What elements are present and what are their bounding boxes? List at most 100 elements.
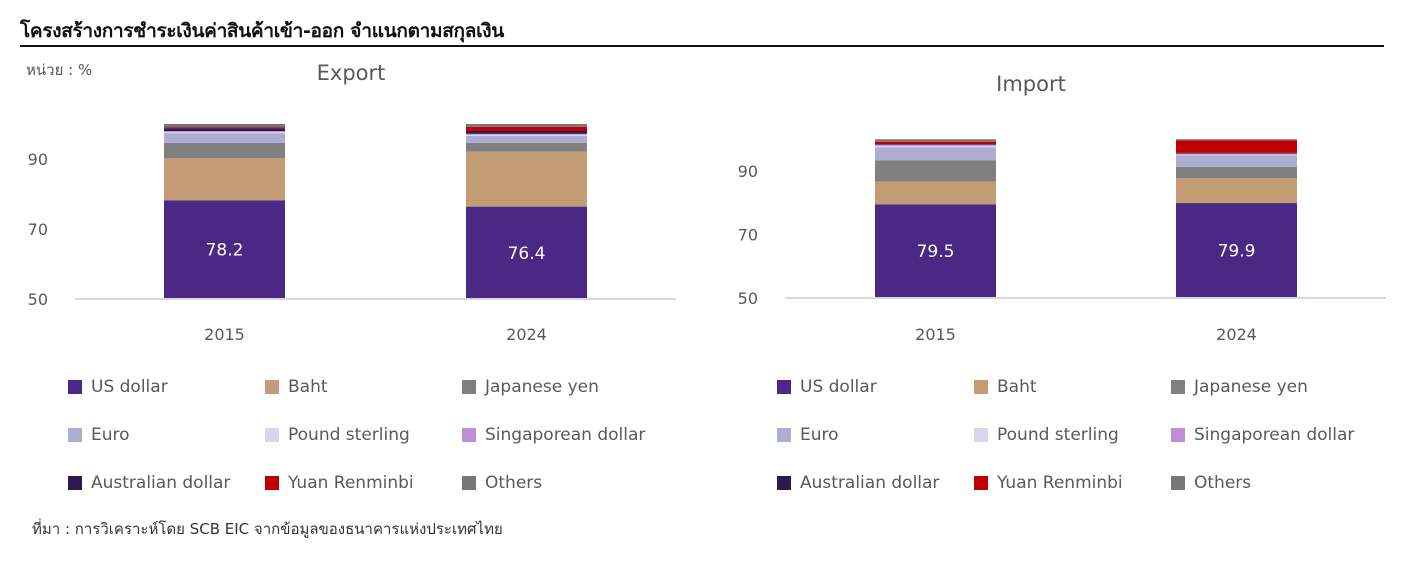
legend-label: Baht — [997, 377, 1037, 397]
legend-item: Pound sterling — [265, 424, 462, 446]
legend-export: US dollar Baht Japanese yen Euro Pound sterl… — [68, 376, 659, 494]
export-bar-2015-us-dollar — [164, 200, 285, 299]
legend-swatch — [1171, 380, 1185, 394]
title-divider — [20, 45, 1384, 47]
legend-swatch — [68, 380, 82, 394]
export-x-tick-label: 2024 — [506, 325, 547, 344]
legend-swatch — [265, 380, 279, 394]
import-bar-2024-us-dollar — [1176, 203, 1297, 298]
export-y-tick-label: 50 — [28, 290, 48, 309]
legend-label: Baht — [288, 377, 328, 397]
export-bar-2024-euro — [466, 135, 587, 143]
legend-label: Japanese yen — [1194, 377, 1308, 397]
export-bar-2024-australian-dollar — [466, 131, 587, 134]
legend-label: Pound sterling — [997, 425, 1119, 445]
legend-item: US dollar — [777, 376, 974, 398]
export-bar-2024-baht — [466, 151, 587, 207]
legend-swatch — [462, 476, 476, 490]
legend-item: Australian dollar — [68, 472, 265, 494]
export-bar-2015-baht — [164, 158, 285, 201]
legend-swatch — [974, 428, 988, 442]
legend-item: US dollar — [68, 376, 265, 398]
legend-label: Pound sterling — [288, 425, 410, 445]
export-bar-2024-pound-sterling — [466, 134, 587, 136]
import-bar-2024-baht — [1176, 177, 1297, 204]
export-bar-2024-yuan-renminbi — [466, 126, 587, 131]
export-bar-2024-japanese-yen — [466, 142, 587, 152]
import-data-label-2015: 79.5 — [917, 242, 955, 262]
export-bar-2015-yuan-renminbi — [164, 127, 285, 129]
legend-item: Australian dollar — [777, 472, 974, 494]
legend-item: Singaporean dollar — [462, 424, 659, 446]
export-bar-2024-us-dollar — [466, 206, 587, 299]
import-bar-2015-euro — [875, 147, 996, 161]
export-chart-title: Export — [317, 61, 386, 85]
export-y-tick-label: 70 — [28, 220, 48, 239]
export-y-tick-label: 90 — [28, 150, 48, 169]
legend-swatch — [777, 428, 791, 442]
source-note: ที่มา : การวิเคราะห์โดย SCB EIC จากข้อมู… — [32, 520, 503, 538]
legend-label: Australian dollar — [800, 473, 940, 493]
import-bar-2024-others — [1176, 139, 1297, 141]
export-data-label-2024: 76.4 — [508, 244, 546, 264]
legend-label: Singaporean dollar — [1194, 425, 1355, 445]
export-bar-2015-others — [164, 124, 285, 128]
legend-item: Baht — [265, 376, 462, 398]
export-bar-2015-japanese-yen — [164, 142, 285, 159]
import-bar-2024-australian-dollar — [1176, 152, 1297, 154]
legend-swatch — [777, 380, 791, 394]
legend-item: Others — [462, 472, 659, 494]
legend-import: US dollar Baht Japanese yen Euro Pound sterl… — [777, 376, 1368, 494]
legend-item: Pound sterling — [974, 424, 1171, 446]
import-bar-2015-japanese-yen — [875, 160, 996, 182]
import-y-tick-label: 70 — [738, 226, 758, 245]
legend-label: Yuan Renminbi — [288, 473, 414, 493]
charts-canvas: Export 50 70 90 78.2 2015 76.4 2024 Import 50 70 90… — [28, 61, 1386, 344]
legend-swatch — [462, 380, 476, 394]
import-bar-2024-pound-sterling — [1176, 154, 1297, 156]
import-chart-title: Import — [996, 72, 1066, 96]
import-bar-2015-australian-dollar — [875, 144, 996, 145]
legend-label: Euro — [91, 425, 130, 445]
export-bar-2024-others — [466, 124, 587, 127]
legend-swatch — [68, 476, 82, 490]
legend-label: US dollar — [91, 377, 168, 397]
legend-item: Japanese yen — [462, 376, 659, 398]
legend-item: Others — [1171, 472, 1368, 494]
legend-swatch — [777, 476, 791, 490]
import-bar-2024-japanese-yen — [1176, 166, 1297, 178]
legend-swatch — [974, 380, 988, 394]
import-bar-2024-singaporean-dollar — [1176, 153, 1297, 155]
import-bar-2015-us-dollar — [875, 204, 996, 298]
legend-label: Yuan Renminbi — [997, 473, 1123, 493]
export-bar-2015-pound-sterling — [164, 132, 285, 134]
legend-swatch — [1171, 476, 1185, 490]
legend-swatch — [265, 476, 279, 490]
import-bar-2015-yuan-renminbi — [875, 141, 996, 145]
import-bar-2024-yuan-renminbi — [1176, 140, 1297, 153]
legend-label: Others — [485, 473, 543, 493]
legend-swatch — [265, 428, 279, 442]
import-y-tick-label: 50 — [738, 289, 758, 308]
legend-item: Yuan Renminbi — [265, 472, 462, 494]
export-data-label-2015: 78.2 — [206, 241, 244, 261]
export-bar-2024-singaporean-dollar — [466, 133, 587, 135]
import-y-tick-label: 90 — [738, 162, 758, 181]
import-x-tick-label: 2024 — [1216, 325, 1257, 344]
unit-label: หน่วย : % — [26, 61, 93, 79]
import-bar-2015-others — [875, 139, 996, 142]
export-bar-2015-australian-dollar — [164, 128, 285, 131]
import-x-tick-label: 2015 — [915, 325, 956, 344]
legend-swatch — [974, 476, 988, 490]
legend-swatch — [68, 428, 82, 442]
legend-item: Yuan Renminbi — [974, 472, 1171, 494]
legend-item: Euro — [777, 424, 974, 446]
export-x-tick-label: 2015 — [204, 325, 245, 344]
import-data-label-2024: 79.9 — [1218, 242, 1256, 262]
import-bar-2015-baht — [875, 181, 996, 205]
legend-label: Japanese yen — [485, 377, 599, 397]
import-bar-2015-singaporean-dollar — [875, 144, 996, 146]
legend-label: Euro — [800, 425, 839, 445]
legend-item: Baht — [974, 376, 1171, 398]
page-title: โครงสร้างการชำระเงินค่าสินค้าเข้า-ออก จำ… — [20, 20, 504, 42]
